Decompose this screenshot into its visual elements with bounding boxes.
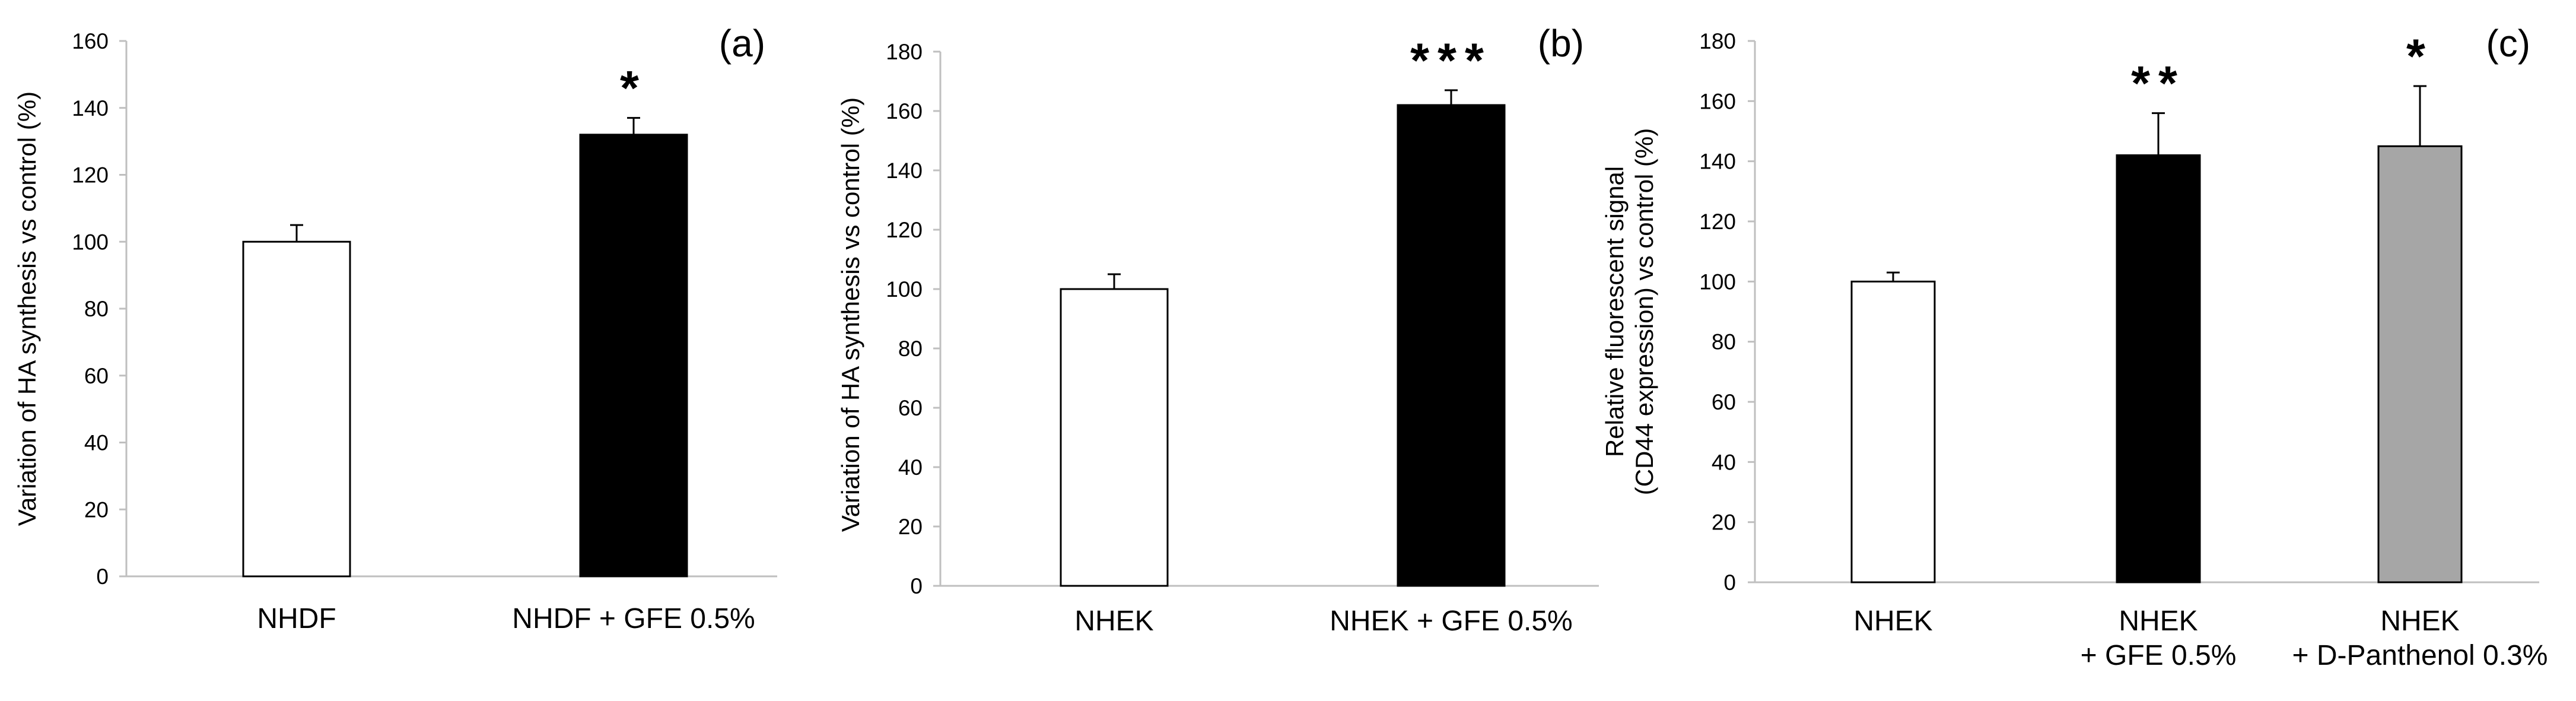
chart-panel-c: 0 20 40 60 80 100 120 140 160 180 Relative fluores…	[1601, 22, 2548, 671]
y-tick-label: 80	[898, 337, 923, 361]
category-label: NHEK	[1853, 605, 1932, 637]
bar	[2377, 145, 2463, 583]
y-tick-label: 60	[84, 364, 109, 388]
y-tick-label: 180	[886, 40, 923, 64]
bar	[1850, 280, 1936, 583]
y-tick-label: 120	[1699, 210, 1736, 234]
significance-marker: *	[2406, 30, 2434, 84]
y-tick-label: 60	[1712, 390, 1736, 414]
category-label: NHDF	[257, 603, 336, 635]
panel-label: (c)	[2486, 22, 2530, 65]
category-label: NHEK + GFE 0.5%	[2081, 605, 2237, 671]
chart-panel-b: 0 20 40 60 80 100 120 140 160 180 Variation of HA …	[837, 22, 1599, 637]
y-tick-label: 140	[1699, 150, 1736, 174]
y-tick-label: 80	[1712, 330, 1736, 354]
bar	[1397, 104, 1506, 587]
bar	[2116, 154, 2201, 583]
y-tick-label: 160	[886, 99, 923, 123]
category-label: NHEK + GFE 0.5%	[1330, 605, 1572, 637]
significance-marker: *	[620, 62, 647, 116]
y-tick-label: 160	[72, 29, 109, 53]
y-tick-label: 20	[1712, 510, 1736, 535]
y-axis-title: Relative fluorescent signal(CD44 express…	[1601, 128, 1658, 496]
y-tick-label: 100	[886, 277, 923, 302]
category-label: NHEK	[1074, 605, 1153, 637]
y-tick-label: 80	[84, 297, 109, 321]
significance-marker: ***	[1410, 34, 1492, 88]
y-tick-label: 0	[910, 574, 923, 598]
y-tick-label: 140	[886, 158, 923, 183]
y-tick-label: 60	[898, 396, 923, 420]
y-tick-label: 180	[1699, 29, 1736, 53]
y-axis-title: Variation of HA synthesis vs control (%)	[13, 91, 41, 526]
y-tick-label: 140	[72, 96, 109, 120]
y-tick-label: 100	[1699, 269, 1736, 294]
y-tick-label: 100	[72, 230, 109, 254]
y-tick-label: 0	[96, 564, 109, 589]
y-tick-label: 0	[1723, 570, 1736, 595]
y-axis-title: Variation of HA synthesis vs control (%)	[837, 97, 864, 532]
y-tick-label: 160	[1699, 89, 1736, 113]
significance-marker: **	[2131, 57, 2186, 111]
bar	[1060, 288, 1169, 587]
bar	[579, 134, 688, 578]
bar	[242, 240, 351, 578]
category-label: NHEK + D-Panthenol 0.3%	[2292, 605, 2548, 671]
panel-label: (a)	[719, 22, 765, 65]
y-tick-label: 20	[898, 515, 923, 539]
panel-label: (b)	[1538, 22, 1584, 65]
y-tick-label: 40	[898, 455, 923, 480]
y-tick-label: 20	[84, 497, 109, 522]
y-tick-label: 40	[84, 431, 109, 455]
y-tick-label: 120	[886, 218, 923, 242]
y-tick-label: 40	[1712, 450, 1736, 474]
y-tick-label: 120	[72, 163, 109, 188]
chart-panel-a: 0 20 40 60 80 100 120 140 160 Variation of HA syn…	[13, 22, 777, 635]
category-label: NHDF + GFE 0.5%	[512, 603, 755, 635]
